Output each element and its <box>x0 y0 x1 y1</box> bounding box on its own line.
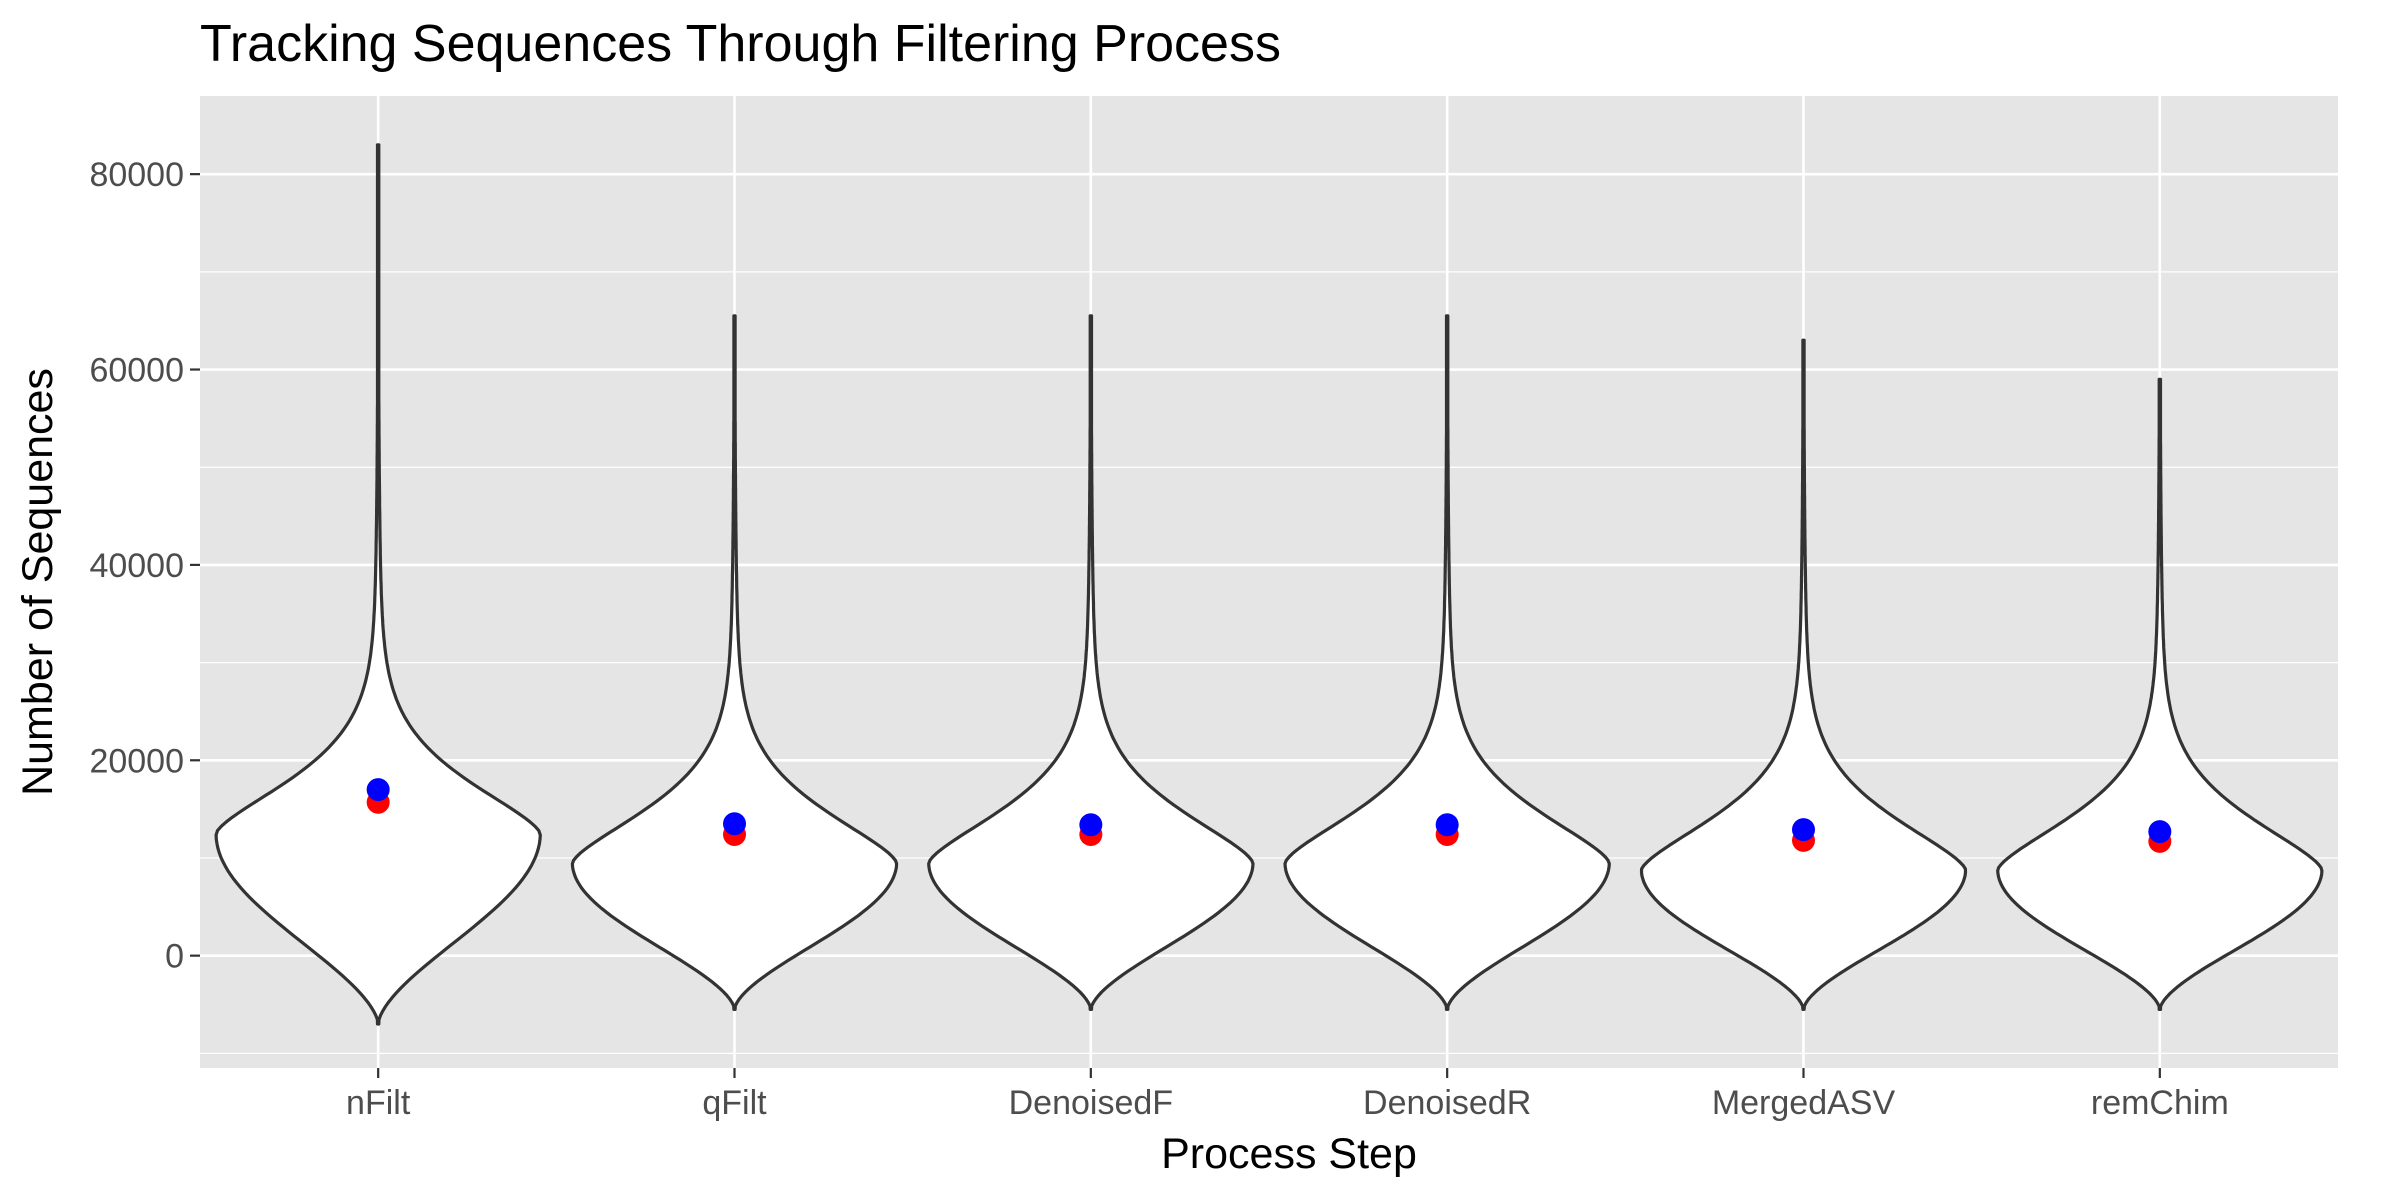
violin-nFilt <box>214 143 542 1026</box>
point-blue-MergedASV <box>1792 818 1815 842</box>
plot-panel <box>200 96 2338 1068</box>
mean-median-points <box>366 778 2172 853</box>
minor-gridlines <box>200 271 2338 1054</box>
x-tick-label: DenoisedR <box>1363 1084 1531 1122</box>
x-tick-label: nFilt <box>346 1084 411 1122</box>
point-blue-remChim <box>2148 820 2172 844</box>
x-tick-label: remChim <box>2091 1084 2229 1122</box>
point-blue-DenoisedR <box>1435 813 1459 837</box>
y-tick-label: 20000 <box>89 742 184 780</box>
y-tick-label: 80000 <box>89 156 184 194</box>
y-axis-title: Number of Sequences <box>14 368 62 796</box>
point-blue-nFilt <box>366 778 390 802</box>
point-blue-qFilt <box>723 812 746 836</box>
x-axis-title: Process Step <box>1161 1130 1417 1178</box>
y-tick-label: 0 <box>165 938 184 976</box>
violin-MergedASV <box>1639 338 1968 1011</box>
x-axis-ticks: nFilt qFilt DenoisedF DenoisedR MergedASV rem… <box>346 1068 2229 1122</box>
x-tick-label: qFilt <box>702 1084 767 1122</box>
violins <box>214 143 2324 1026</box>
x-tick-label: MergedASV <box>1712 1084 1896 1122</box>
chart-title: Tracking Sequences Through Filtering Pro… <box>200 15 1281 73</box>
violin-remChim <box>1996 377 2324 1011</box>
violin-DenoisedR <box>1283 314 1611 1011</box>
point-blue-DenoisedF <box>1079 813 1103 837</box>
y-tick-label: 40000 <box>89 547 184 585</box>
x-tick-label: DenoisedF <box>1009 1084 1173 1122</box>
violin-qFilt <box>570 314 899 1011</box>
violin-DenoisedF <box>927 314 1255 1011</box>
y-tick-label: 60000 <box>89 352 184 390</box>
y-axis-ticks: 0 20000 40000 60000 80000 <box>89 156 200 976</box>
